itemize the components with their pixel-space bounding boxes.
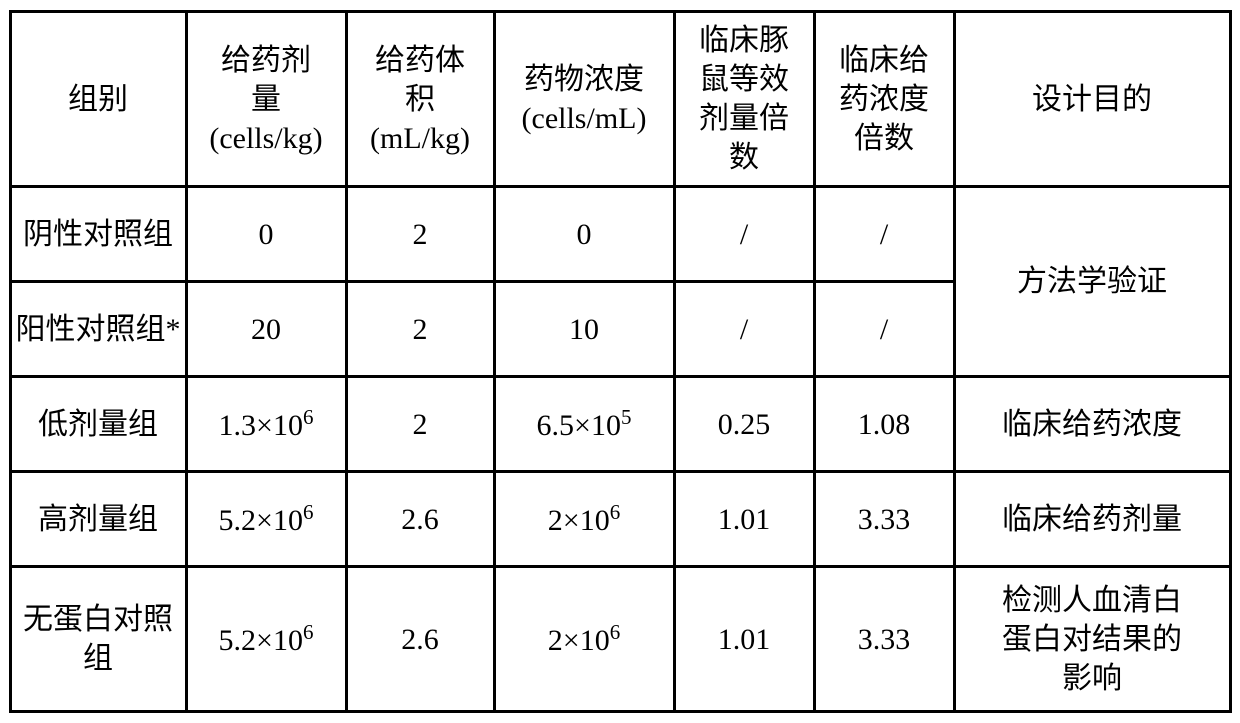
cell-volume: 2 (346, 282, 494, 377)
cell-volume: 2 (346, 187, 494, 282)
cell-conc-multiple: / (814, 282, 954, 377)
cell-purpose: 临床给药剂量 (954, 472, 1230, 567)
dose-exp: 6 (303, 405, 314, 429)
dose-base: 5.2×10 (219, 504, 303, 537)
cell-concentration: 2×106 (494, 567, 674, 712)
conc-exp: 5 (621, 405, 632, 429)
cell-dose: 5.2×106 (186, 567, 346, 712)
cell-volume: 2.6 (346, 472, 494, 567)
conc-base: 2×10 (548, 504, 610, 537)
cell-group: 阳性对照组* (10, 282, 186, 377)
cell-equiv-multiple: 1.01 (674, 472, 814, 567)
dose-base: 5.2×10 (219, 624, 303, 657)
cell-group: 阴性对照组 (10, 187, 186, 282)
table-header-row: 组别 给药剂量(cells/kg) 给药体积(mL/kg) 药物浓度(cells… (10, 12, 1230, 187)
conc-exp: 6 (610, 620, 621, 644)
cell-concentration: 0 (494, 187, 674, 282)
cell-purpose-merged: 方法学验证 (954, 187, 1230, 377)
header-volume: 给药体积(mL/kg) (346, 12, 494, 187)
cell-group: 低剂量组 (10, 377, 186, 472)
table-row: 阴性对照组 0 2 0 / / 方法学验证 (10, 187, 1230, 282)
cell-purpose: 检测人血清白蛋白对结果的影响 (954, 567, 1230, 712)
dose-exp: 6 (303, 500, 314, 524)
cell-dose: 1.3×106 (186, 377, 346, 472)
cell-concentration: 2×106 (494, 472, 674, 567)
cell-volume: 2 (346, 377, 494, 472)
cell-volume: 2.6 (346, 567, 494, 712)
cell-group: 高剂量组 (10, 472, 186, 567)
cell-conc-multiple: 3.33 (814, 472, 954, 567)
header-equiv-multiple: 临床豚鼠等效剂量倍数 (674, 12, 814, 187)
cell-group: 无蛋白对照组 (10, 567, 186, 712)
table-row: 低剂量组 1.3×106 2 6.5×105 0.25 1.08 临床给药浓度 (10, 377, 1230, 472)
table-row: 高剂量组 5.2×106 2.6 2×106 1.01 3.33 临床给药剂量 (10, 472, 1230, 567)
header-dose: 给药剂量(cells/kg) (186, 12, 346, 187)
cell-conc-multiple: 1.08 (814, 377, 954, 472)
conc-base: 2×10 (548, 624, 610, 657)
cell-equiv-multiple: 1.01 (674, 567, 814, 712)
cell-concentration: 10 (494, 282, 674, 377)
header-concentration: 药物浓度(cells/mL) (494, 12, 674, 187)
cell-dose: 0 (186, 187, 346, 282)
header-conc-multiple: 临床给药浓度倍数 (814, 12, 954, 187)
cell-equiv-multiple: / (674, 282, 814, 377)
cell-equiv-multiple: / (674, 187, 814, 282)
cell-conc-multiple: 3.33 (814, 567, 954, 712)
conc-exp: 6 (610, 500, 621, 524)
header-purpose: 设计目的 (954, 12, 1230, 187)
experiment-design-table: 组别 给药剂量(cells/kg) 给药体积(mL/kg) 药物浓度(cells… (9, 10, 1232, 713)
dose-exp: 6 (303, 620, 314, 644)
cell-purpose: 临床给药浓度 (954, 377, 1230, 472)
cell-equiv-multiple: 0.25 (674, 377, 814, 472)
cell-concentration: 6.5×105 (494, 377, 674, 472)
header-group: 组别 (10, 12, 186, 187)
conc-base: 6.5×10 (537, 409, 621, 442)
dose-base: 1.3×10 (219, 409, 303, 442)
cell-dose: 5.2×106 (186, 472, 346, 567)
table-row: 无蛋白对照组 5.2×106 2.6 2×106 1.01 3.33 检测人血清… (10, 567, 1230, 712)
cell-dose: 20 (186, 282, 346, 377)
cell-conc-multiple: / (814, 187, 954, 282)
